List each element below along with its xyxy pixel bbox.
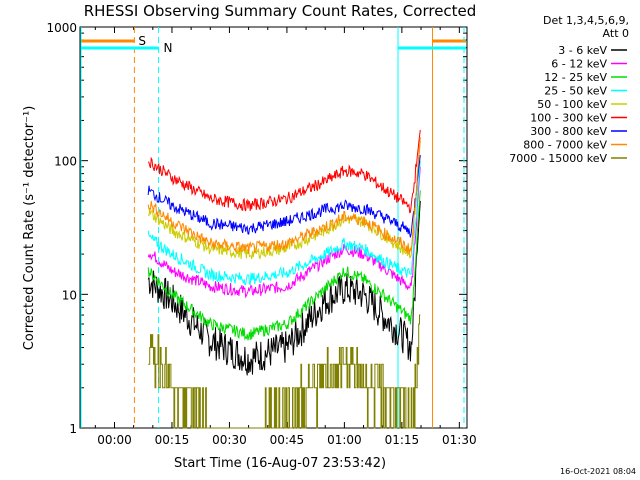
- legend-label: 800 - 7000 keV: [523, 139, 607, 152]
- saa-label: S: [138, 34, 146, 48]
- y-axis-label: Corrected Count Rate (s⁻¹ detector⁻¹): [22, 106, 37, 351]
- x-tick-label: 01:30: [442, 433, 477, 447]
- chart-title: RHESSI Observing Summary Count Rates, Co…: [84, 2, 477, 20]
- legend-label: 300 - 800 keV: [530, 125, 607, 138]
- x-tick-label: 00:30: [212, 433, 247, 447]
- series-line: [147, 137, 421, 256]
- y-tick-label: 1000: [46, 21, 77, 35]
- legend-label: 25 - 50 keV: [544, 85, 607, 98]
- legend-header: Att 0: [603, 27, 629, 40]
- x-tick-label: 01:15: [385, 433, 420, 447]
- x-tick-label: 00:15: [155, 433, 190, 447]
- y-tick-label: 100: [54, 155, 77, 169]
- x-tick-label: 00:45: [270, 433, 305, 447]
- legend-label: 3 - 6 keV: [558, 44, 607, 57]
- series-line: [147, 190, 421, 341]
- series-line: [147, 166, 421, 299]
- series-line: [147, 160, 421, 286]
- x-tick-label: 00:00: [97, 433, 132, 447]
- series-line: [148, 314, 421, 429]
- series-line: [147, 155, 421, 238]
- series-layer: [147, 129, 421, 429]
- legend-label: 100 - 300 keV: [530, 112, 607, 125]
- night-label: N: [164, 41, 173, 55]
- legend-header: Det 1,3,4,5,6,9,: [543, 14, 629, 27]
- legend-label: 7000 - 15000 keV: [509, 152, 607, 165]
- x-tick-label: 01:00: [327, 433, 362, 447]
- legend-label: 6 - 12 keV: [551, 58, 607, 71]
- y-axis: 1 10 100 1000: [46, 21, 467, 436]
- y-tick-label: 10: [62, 288, 77, 302]
- x-axis: 00:00 00:15 00:30 00:45 01:00 01:15 01:30: [94, 27, 477, 447]
- series-line: [147, 200, 421, 376]
- series-line: [147, 141, 421, 260]
- legend-label: 12 - 25 keV: [544, 71, 607, 84]
- legend-label: 50 - 100 keV: [537, 98, 607, 111]
- x-axis-label: Start Time (16-Aug-07 23:53:42): [174, 456, 386, 471]
- timestamp: 16-Oct-2021 08:04: [560, 467, 636, 476]
- y-tick-label: 1: [69, 422, 77, 436]
- series-line: [147, 129, 421, 214]
